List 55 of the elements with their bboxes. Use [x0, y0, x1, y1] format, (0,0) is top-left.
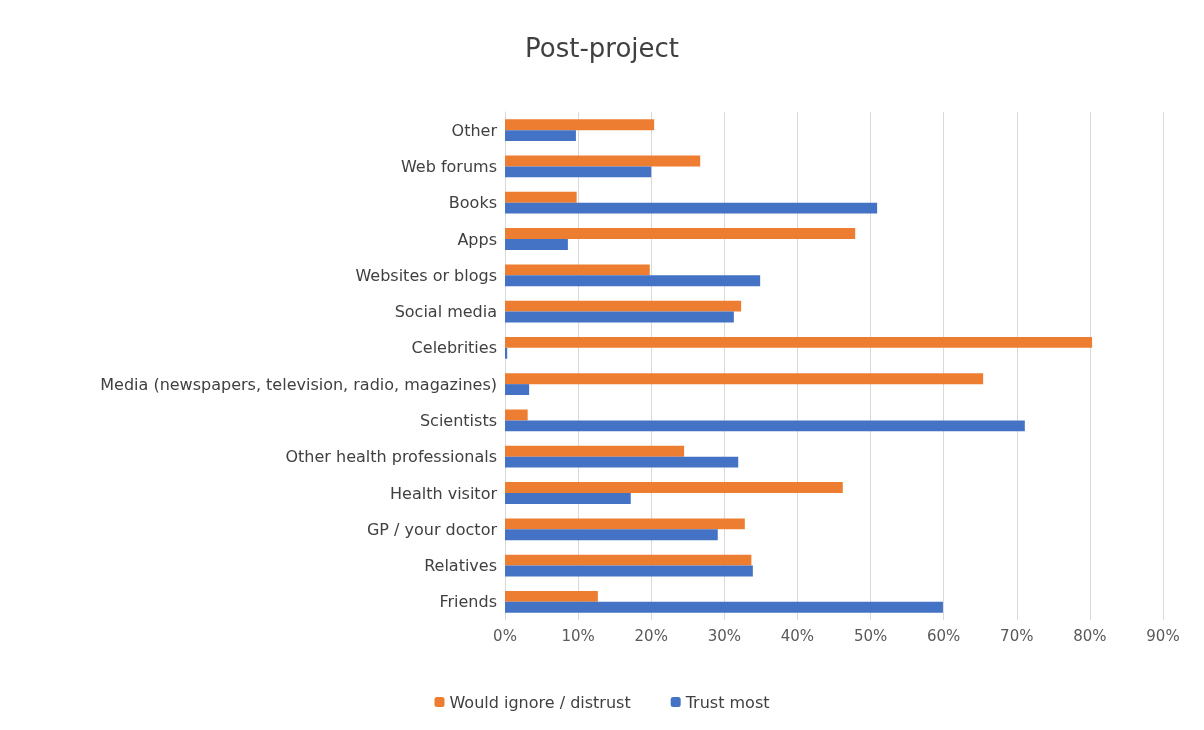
- bar: [505, 300, 742, 312]
- bar: [505, 518, 745, 530]
- bar: [505, 347, 508, 359]
- y-tick-label: Apps: [457, 229, 497, 249]
- y-tick-label: Health visitor: [390, 483, 498, 503]
- y-tick-label: Web forums: [400, 156, 497, 176]
- bar: [505, 384, 530, 396]
- y-tick-label: Friends: [439, 592, 497, 612]
- y-tick-label: GP / your doctor: [366, 519, 498, 539]
- y-tick-label: Scientists: [419, 410, 497, 430]
- bar: [505, 191, 577, 203]
- y-tick-label: Relatives: [424, 556, 497, 576]
- bar: [505, 445, 685, 457]
- x-tick-label: 60%: [926, 626, 961, 645]
- x-tick-label: 40%: [780, 626, 815, 645]
- bar: [505, 264, 650, 276]
- bar: [505, 482, 843, 493]
- legend-label: Would ignore / distrust: [449, 692, 631, 712]
- x-tick-label: 0%: [493, 626, 517, 645]
- bar: [505, 420, 1025, 432]
- bar: [505, 373, 984, 385]
- y-tick-label: Books: [448, 193, 497, 213]
- y-tick-label: Social media: [394, 302, 497, 322]
- chart-title: Post-project: [524, 33, 680, 63]
- bar: [505, 130, 576, 142]
- x-tick-label: 50%: [853, 626, 888, 645]
- bar: [505, 275, 761, 287]
- bar: [505, 590, 598, 602]
- y-tick-label: Media (newspapers, television, radio, magazines): [100, 374, 497, 394]
- bar: [505, 456, 739, 468]
- x-tick-label: 90%: [1146, 626, 1180, 645]
- bar: [505, 336, 1093, 348]
- x-tick-label: 70%: [1000, 626, 1034, 645]
- bar: [505, 119, 655, 131]
- bar: [505, 202, 878, 214]
- x-tick-label: 10%: [561, 626, 595, 645]
- bar: [505, 529, 718, 541]
- y-tick-label: Other: [451, 120, 498, 140]
- bar: [505, 409, 528, 421]
- bar: [505, 601, 943, 613]
- bar: [505, 311, 734, 323]
- legend-label: Trust most: [684, 692, 770, 712]
- bar: [505, 166, 652, 178]
- y-tick-label: Other health professionals: [285, 447, 497, 467]
- bar: [505, 155, 701, 167]
- bar: [505, 239, 568, 250]
- bar: [505, 228, 856, 239]
- bar: [505, 565, 753, 577]
- bar: [505, 493, 631, 504]
- y-tick-label: Celebrities: [411, 338, 497, 358]
- x-tick-label: 20%: [634, 626, 668, 645]
- bar: [505, 554, 752, 566]
- x-tick-label: 30%: [707, 626, 742, 645]
- x-tick-label: 80%: [1073, 626, 1107, 645]
- y-tick-label: Websites or blogs: [355, 265, 497, 285]
